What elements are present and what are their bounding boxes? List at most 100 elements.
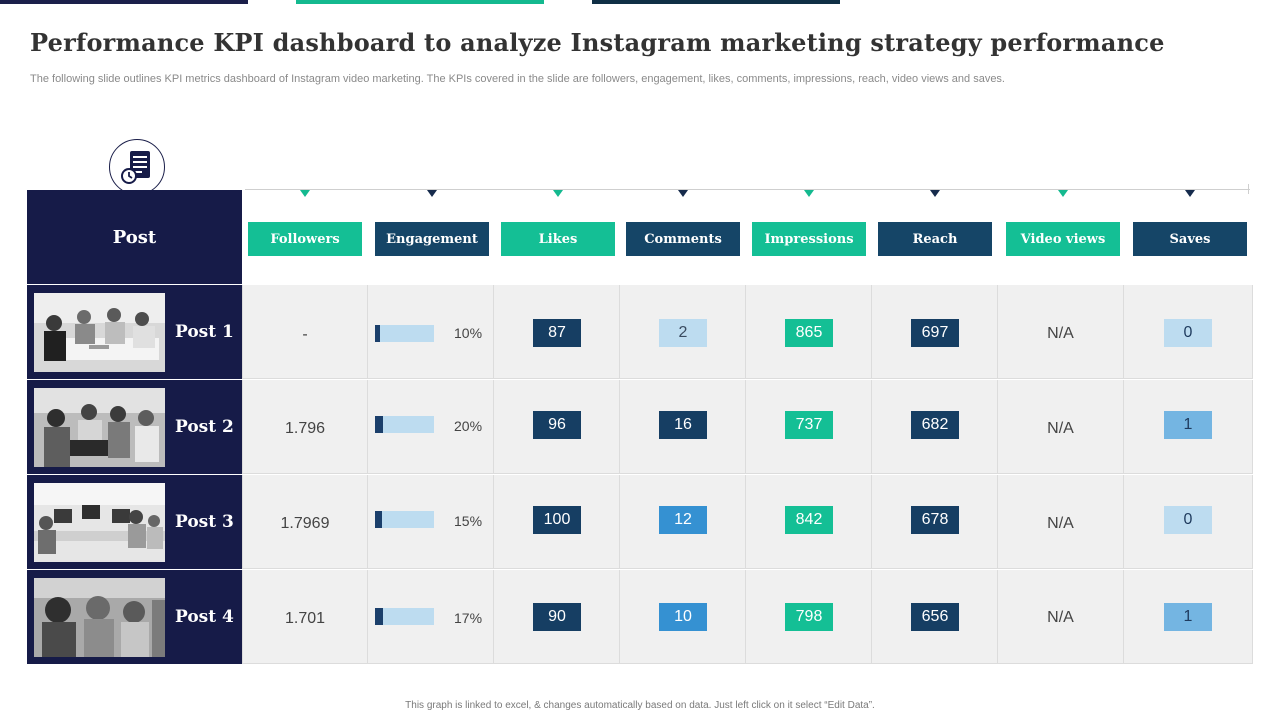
table-row-post-4: Post 4 1.701 17% 90 10 798 656 N/A 1 bbox=[27, 570, 1253, 665]
engagement-value: 15% bbox=[454, 513, 483, 529]
likes-value: 90 bbox=[533, 603, 581, 631]
cell-impressions: 737 bbox=[746, 380, 872, 474]
impressions-value: 737 bbox=[785, 411, 833, 439]
cell-saves: 1 bbox=[1124, 380, 1253, 474]
cell-reach: 678 bbox=[872, 475, 998, 569]
cell-likes: 96 bbox=[494, 380, 620, 474]
post-cell: Post 2 bbox=[27, 380, 242, 474]
column-header-video-views: Video views bbox=[1006, 222, 1120, 256]
column-header-engagement: Engagement bbox=[375, 222, 489, 256]
cell-impressions: 865 bbox=[746, 285, 872, 379]
impressions-value: 865 bbox=[785, 319, 833, 347]
reach-value: 678 bbox=[911, 506, 959, 534]
post-name: Post 3 bbox=[175, 512, 234, 532]
saves-value: 1 bbox=[1164, 603, 1212, 631]
post-name: Post 1 bbox=[175, 322, 234, 342]
kpi-axis-line bbox=[245, 189, 1250, 190]
cell-reach: 682 bbox=[872, 380, 998, 474]
post-cell: Post 3 bbox=[27, 475, 242, 569]
cell-video-views: N/A bbox=[998, 475, 1124, 569]
engagement-bar-fill bbox=[375, 325, 380, 342]
engagement-bar-fill bbox=[375, 608, 383, 625]
marker-video-views bbox=[1058, 190, 1068, 197]
marker-likes bbox=[553, 190, 563, 197]
marker-saves bbox=[1185, 190, 1195, 197]
engagement-bar bbox=[375, 416, 434, 433]
saves-value: 0 bbox=[1164, 319, 1212, 347]
post-photo bbox=[34, 483, 165, 562]
likes-value: 96 bbox=[533, 411, 581, 439]
column-header-likes: Likes bbox=[501, 222, 615, 256]
reach-value: 682 bbox=[911, 411, 959, 439]
kpi-axis-end-tick bbox=[1248, 184, 1249, 194]
video-views-value: N/A bbox=[1047, 325, 1074, 342]
post-cell: Post 4 bbox=[27, 570, 242, 664]
cell-engagement: 10% bbox=[368, 285, 494, 379]
engagement-value: 10% bbox=[454, 325, 483, 341]
followers-value: 1.701 bbox=[284, 610, 326, 627]
saves-value: 0 bbox=[1164, 506, 1212, 534]
marker-engagement bbox=[427, 190, 437, 197]
accent-bar-teal bbox=[296, 0, 544, 4]
cell-engagement: 15% bbox=[368, 475, 494, 569]
post-photo bbox=[34, 388, 165, 467]
engagement-bar-fill bbox=[375, 511, 382, 528]
engagement-bar bbox=[375, 325, 434, 342]
cell-video-views: N/A bbox=[998, 380, 1124, 474]
table-row-post-3: Post 3 1.7969 15% 100 12 842 678 N/A 0 bbox=[27, 475, 1253, 570]
column-header-followers: Followers bbox=[248, 222, 362, 256]
cell-video-views: N/A bbox=[998, 570, 1124, 664]
cell-saves: 0 bbox=[1124, 475, 1253, 569]
cell-reach: 697 bbox=[872, 285, 998, 379]
engagement-value: 17% bbox=[454, 610, 483, 626]
comments-value: 16 bbox=[659, 411, 707, 439]
accent-bar-dark bbox=[592, 0, 840, 4]
comments-value: 10 bbox=[659, 603, 707, 631]
cell-followers: 1.701 bbox=[242, 570, 368, 664]
post-photo bbox=[34, 578, 165, 657]
impressions-value: 842 bbox=[785, 506, 833, 534]
cell-impressions: 798 bbox=[746, 570, 872, 664]
reach-value: 656 bbox=[911, 603, 959, 631]
table-row-post-2: Post 2 1.796 20% 96 16 737 682 N/A 1 bbox=[27, 380, 1253, 475]
engagement-value: 20% bbox=[454, 418, 483, 434]
marker-impressions bbox=[804, 190, 814, 197]
video-views-value: N/A bbox=[1047, 515, 1074, 532]
likes-value: 87 bbox=[533, 319, 581, 347]
video-views-value: N/A bbox=[1047, 420, 1074, 437]
cell-likes: 100 bbox=[494, 475, 620, 569]
cell-engagement: 20% bbox=[368, 380, 494, 474]
cell-comments: 16 bbox=[620, 380, 746, 474]
cell-comments: 10 bbox=[620, 570, 746, 664]
accent-bar-navy bbox=[0, 0, 248, 4]
cell-engagement: 17% bbox=[368, 570, 494, 664]
cell-likes: 87 bbox=[494, 285, 620, 379]
post-cell: Post 1 bbox=[27, 285, 242, 379]
marker-followers bbox=[300, 190, 310, 197]
column-header-impressions: Impressions bbox=[752, 222, 866, 256]
post-name: Post 2 bbox=[175, 417, 234, 437]
cell-followers: 1.796 bbox=[242, 380, 368, 474]
comments-value: 2 bbox=[659, 319, 707, 347]
cell-saves: 0 bbox=[1124, 285, 1253, 379]
followers-value: 1.796 bbox=[284, 420, 326, 437]
page-subtitle: The following slide outlines KPI metrics… bbox=[30, 73, 1005, 85]
marker-comments bbox=[678, 190, 688, 197]
column-header-comments: Comments bbox=[626, 222, 740, 256]
cell-saves: 1 bbox=[1124, 570, 1253, 664]
page-title: Performance KPI dashboard to analyze Ins… bbox=[30, 28, 1165, 57]
reach-value: 697 bbox=[911, 319, 959, 347]
cell-impressions: 842 bbox=[746, 475, 872, 569]
post-column-header: Post bbox=[27, 190, 242, 284]
post-name: Post 4 bbox=[175, 607, 234, 627]
cell-comments: 12 bbox=[620, 475, 746, 569]
footer-note: This graph is linked to excel, & changes… bbox=[405, 700, 875, 711]
followers-value: 1.7969 bbox=[280, 515, 330, 532]
cell-followers: 1.7969 bbox=[242, 475, 368, 569]
cell-likes: 90 bbox=[494, 570, 620, 664]
video-views-value: N/A bbox=[1047, 609, 1074, 626]
cell-comments: 2 bbox=[620, 285, 746, 379]
followers-value: - bbox=[302, 326, 308, 343]
engagement-bar-fill bbox=[375, 416, 383, 433]
cell-followers: - bbox=[242, 285, 368, 379]
